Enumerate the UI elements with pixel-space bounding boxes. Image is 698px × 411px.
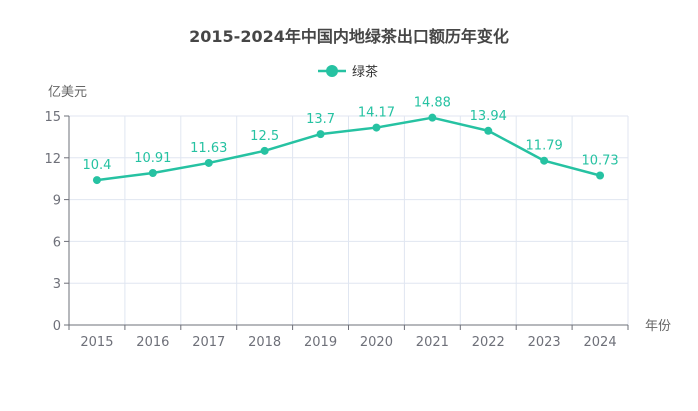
legend-label: 绿茶 [352, 64, 378, 80]
data-label: 13.7 [306, 112, 335, 127]
y-tick-label: 3 [53, 277, 61, 292]
data-label: 10.4 [82, 158, 111, 173]
data-point [540, 156, 549, 165]
y-tick-label: 6 [53, 235, 61, 250]
data-label: 14.88 [414, 96, 451, 111]
data-label: 11.79 [526, 139, 563, 154]
data-point [428, 113, 437, 122]
chart-title: 2015-2024年中国内地绿茶出口额历年变化 [189, 27, 509, 46]
x-tick-label: 2022 [472, 335, 505, 350]
x-tick-label: 2017 [192, 335, 225, 350]
data-point [204, 158, 213, 167]
data-label: 10.73 [581, 153, 618, 168]
x-tick-label: 2018 [248, 335, 281, 350]
legend[interactable]: 绿茶 [318, 64, 378, 80]
data-label: 10.91 [134, 151, 171, 166]
data-label: 14.17 [358, 106, 395, 121]
series-line [96, 116, 601, 182]
data-point [596, 171, 605, 180]
x-tick-label: 2020 [360, 335, 393, 350]
x-tick-label: 2015 [80, 335, 113, 350]
data-point [484, 126, 493, 135]
y-tick-label: 9 [53, 194, 61, 209]
data-label: 13.94 [470, 109, 507, 124]
data-point [260, 146, 269, 155]
x-tick-label: 2019 [304, 335, 337, 350]
data-point [148, 168, 157, 177]
x-tick-label: 2023 [528, 335, 561, 350]
data-point [92, 176, 101, 185]
y-tick-label: 0 [53, 319, 61, 334]
data-point [316, 130, 325, 139]
x-tick-label: 2024 [584, 335, 617, 350]
y-tick-label: 15 [44, 110, 61, 125]
x-tick-label: 2016 [136, 335, 169, 350]
x-tick-label: 2021 [416, 335, 449, 350]
data-label: 11.63 [190, 141, 227, 156]
data-label: 12.5 [250, 129, 279, 144]
legend-marker-icon [326, 65, 338, 77]
y-axis-label: 亿美元 [48, 85, 87, 100]
data-point [372, 123, 381, 132]
x-axis-label: 年份 [645, 319, 671, 334]
y-tick-label: 12 [44, 152, 61, 167]
